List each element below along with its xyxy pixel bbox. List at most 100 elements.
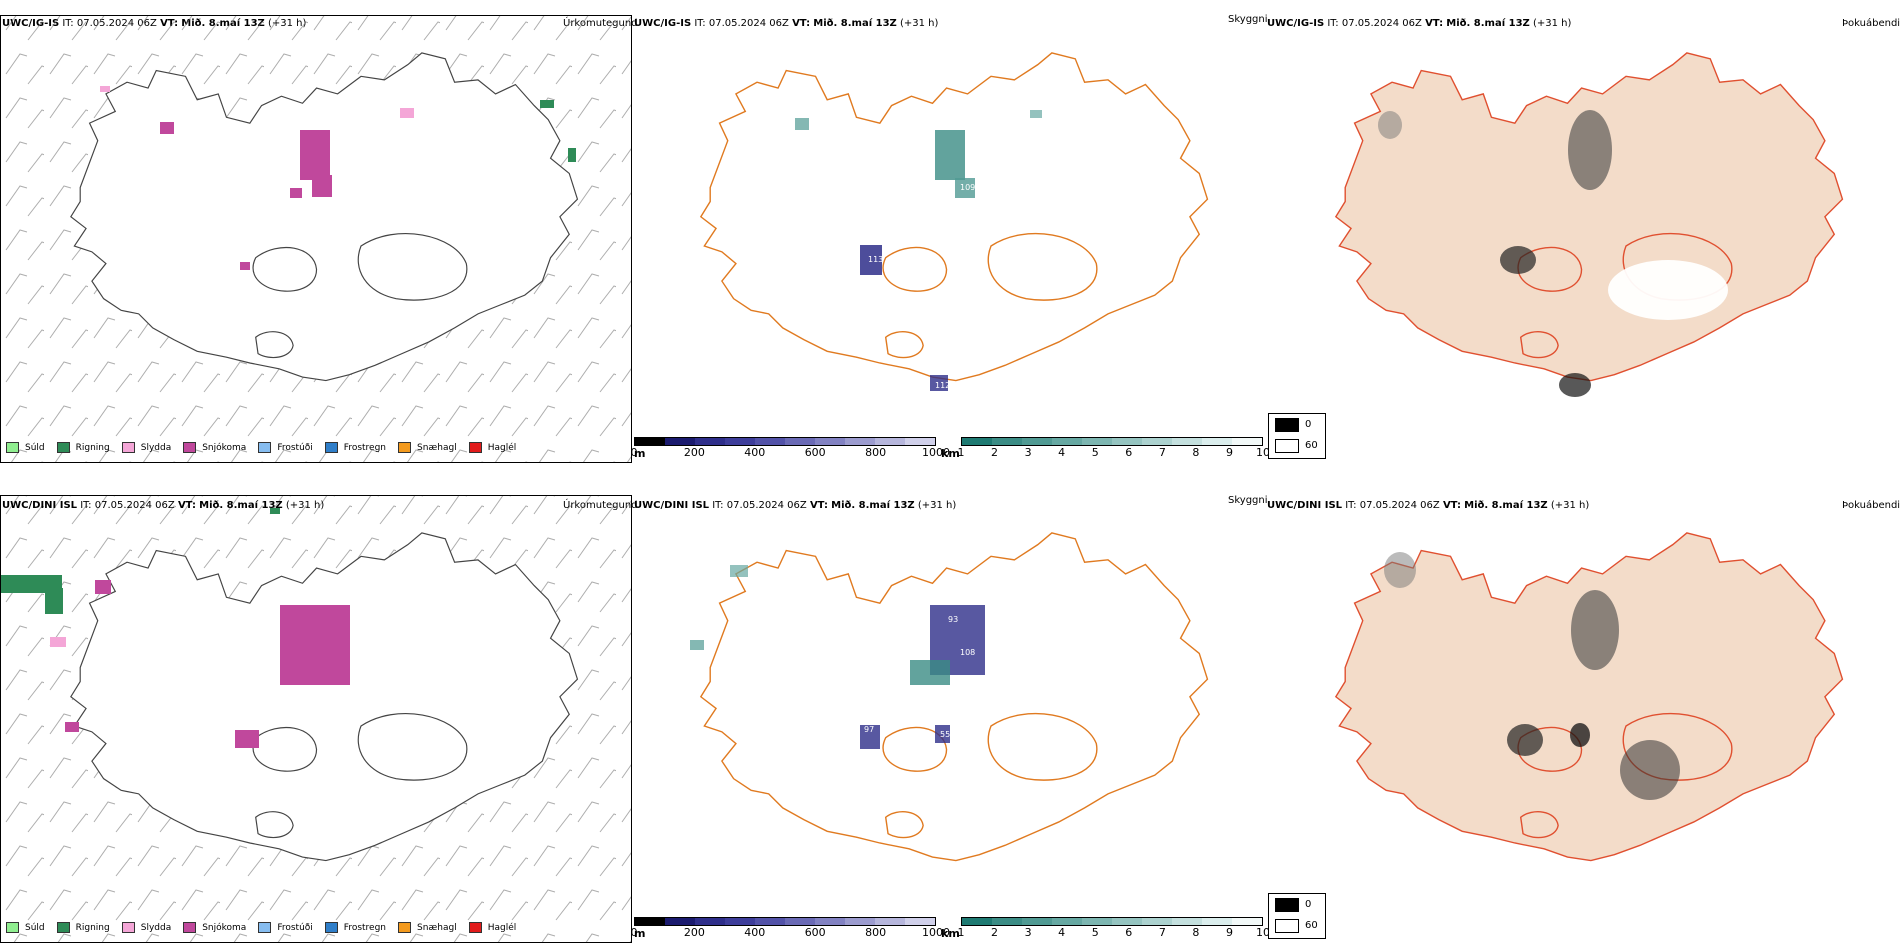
legend-item-haglél: Haglél bbox=[468, 922, 517, 933]
iceland-outline-r1p3 bbox=[1335, 52, 1844, 382]
fog-patches-r1 bbox=[1378, 110, 1728, 397]
height-swatch bbox=[785, 438, 815, 445]
height-swatch bbox=[725, 918, 755, 925]
legend-item-rigning: Rigning bbox=[56, 442, 110, 453]
height-swatch bbox=[845, 918, 875, 925]
height-colorbar-row2: 0 200 400 600 800 1000 bbox=[630, 917, 950, 939]
visibility-tick: 7 bbox=[1158, 926, 1166, 939]
legend-swatch bbox=[468, 442, 482, 453]
legend-item-slydda: Slydda bbox=[121, 922, 171, 933]
visibility-tick: 1 bbox=[957, 446, 965, 459]
height-swatch bbox=[875, 918, 905, 925]
height-swatch bbox=[905, 918, 935, 925]
fog-legend-label: 0 bbox=[1305, 899, 1312, 910]
visibility-unit-row1: km bbox=[941, 447, 960, 460]
legend-label: Frostúði bbox=[277, 922, 313, 933]
precip-patches-r1 bbox=[100, 86, 576, 270]
fog-legend-label: 60 bbox=[1305, 440, 1318, 451]
height-swatch bbox=[905, 438, 935, 445]
visibility-swatch bbox=[1022, 918, 1052, 925]
precip-map-frame-row2 bbox=[0, 495, 632, 943]
height-tick: 200 bbox=[683, 446, 705, 459]
legend-label: Snjókoma bbox=[202, 922, 247, 933]
legend-item-frostúði: Frostúði bbox=[258, 442, 313, 453]
fog-legend-row: 0 bbox=[1269, 894, 1325, 915]
height-swatch bbox=[815, 918, 845, 925]
legend-item-frostregn: Frostregn bbox=[324, 442, 387, 453]
map-label-r2-1: 108 bbox=[960, 648, 975, 657]
height-tick: 600 bbox=[804, 926, 826, 939]
height-tick: 1000 bbox=[922, 446, 950, 459]
vis-patches-r1 bbox=[795, 110, 1042, 391]
legend-item-frostregn: Frostregn bbox=[324, 922, 386, 933]
legend-label: Snæhagl bbox=[417, 442, 457, 453]
visibility-swatch bbox=[1022, 438, 1052, 445]
iceland-outline-r1p2 bbox=[700, 52, 1209, 382]
legend-label: Súld bbox=[25, 442, 45, 453]
visibility-swatch bbox=[1232, 918, 1262, 925]
height-colorbar-row1: 0 200 400 600 800 1000 bbox=[630, 437, 950, 459]
height-tick: 400 bbox=[744, 446, 766, 459]
visibility-unit-row2: km bbox=[941, 927, 960, 940]
legend-label: Rigning bbox=[75, 442, 110, 453]
precip-legend-row1: Súld Rigning Slydda Snjókoma Frostúði Frostre… bbox=[6, 442, 528, 453]
legend-swatch bbox=[258, 922, 272, 933]
panel-title-precip-type-row2: Úrkomutegund bbox=[563, 500, 638, 511]
header-row1-visibility: UWC/IG-IS IT: 07.05.2024 06Z VT: Mið. 8.… bbox=[634, 18, 939, 29]
map-label-r1-2: 112 bbox=[935, 381, 950, 390]
height-swatch bbox=[665, 438, 695, 445]
visibility-tick: 10 bbox=[1256, 446, 1270, 459]
visibility-swatch bbox=[1232, 438, 1262, 445]
legend-swatch bbox=[6, 442, 19, 453]
visibility-tick: 9 bbox=[1225, 926, 1233, 939]
legend-item-súld: Súld bbox=[6, 442, 45, 453]
height-swatch bbox=[875, 438, 905, 445]
visibility-swatch bbox=[1052, 438, 1082, 445]
precip-patches-r2 bbox=[0, 508, 350, 748]
legend-item-slydda: Slydda bbox=[121, 442, 171, 453]
legend-swatch bbox=[258, 442, 272, 453]
visibility-swatch bbox=[1142, 438, 1172, 445]
height-tick: 800 bbox=[865, 446, 887, 459]
map-label-r1-3: 109 bbox=[960, 183, 975, 192]
fog-legend-swatch bbox=[1275, 417, 1299, 432]
height-swatch bbox=[635, 438, 665, 445]
height-swatch bbox=[695, 918, 725, 925]
legend-swatch bbox=[324, 442, 338, 453]
legend-swatch bbox=[324, 922, 338, 933]
map-label-r2-2: 97 bbox=[864, 725, 874, 734]
map-label-r2-0: 93 bbox=[948, 615, 958, 624]
visibility-tick: 9 bbox=[1225, 446, 1233, 459]
visibility-colorbar-row1: 1 2 3 4 5 6 7 8 9 10 bbox=[957, 437, 1270, 459]
visibility-tick: 5 bbox=[1091, 926, 1099, 939]
visibility-tick: 2 bbox=[991, 926, 999, 939]
visibility-swatch bbox=[1052, 918, 1082, 925]
legend-label: Frostregn bbox=[343, 442, 387, 453]
legend-item-frostúði: Frostúði bbox=[258, 922, 313, 933]
legend-label: Haglél bbox=[487, 442, 517, 453]
fog-legend-row1: 0 60 bbox=[1268, 413, 1326, 459]
visibility-swatch bbox=[1142, 918, 1172, 925]
fog-legend-row2: 0 60 bbox=[1268, 893, 1326, 939]
visibility-swatch bbox=[1082, 438, 1112, 445]
legend-label: Haglél bbox=[487, 922, 517, 933]
visibility-tick: 1 bbox=[957, 926, 965, 939]
fog-legend-row: 0 bbox=[1269, 414, 1325, 435]
visibility-tick: 4 bbox=[1058, 926, 1066, 939]
legend-item-snæhagl: Snæhagl bbox=[398, 922, 457, 933]
legend-swatch bbox=[6, 922, 19, 933]
visibility-swatch bbox=[1082, 918, 1112, 925]
height-tick: 400 bbox=[744, 926, 766, 939]
height-swatch bbox=[755, 438, 785, 445]
height-tick: 0 bbox=[630, 446, 638, 459]
height-swatch bbox=[785, 918, 815, 925]
visibility-tick: 2 bbox=[991, 446, 999, 459]
legend-item-snjókoma: Snjókoma bbox=[183, 442, 246, 453]
legend-item-snæhagl: Snæhagl bbox=[398, 442, 457, 453]
legend-swatch bbox=[398, 922, 412, 933]
visibility-tick: 7 bbox=[1158, 446, 1166, 459]
visibility-tick: 5 bbox=[1091, 446, 1099, 459]
height-tick: 0 bbox=[630, 926, 638, 939]
legend-label: Snæhagl bbox=[417, 922, 457, 933]
visibility-tick: 8 bbox=[1192, 926, 1200, 939]
